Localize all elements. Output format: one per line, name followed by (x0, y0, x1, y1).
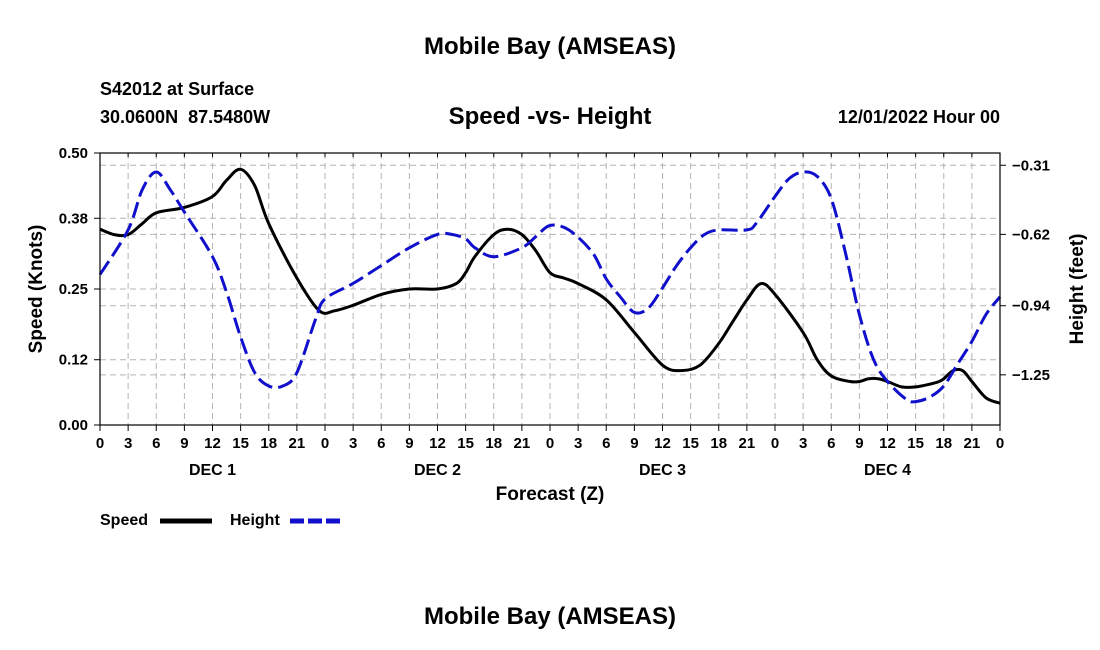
station-label: S42012 at Surface (100, 79, 254, 99)
x-axis-label: Forecast (Z) (496, 484, 605, 505)
x-tick-label: 0 (321, 435, 329, 452)
x-tick-label: 9 (180, 435, 188, 452)
y-tick-label: 0.38 (59, 210, 88, 227)
legend: Speed Height (100, 512, 342, 529)
x-tick-label: 0 (771, 435, 779, 452)
x-tick-label: 15 (457, 435, 474, 452)
x-tick-label: 6 (602, 435, 610, 452)
x-tick-label: 21 (739, 435, 756, 452)
x-tick-label: 3 (349, 435, 357, 452)
y-tick-label: 0.12 (59, 352, 88, 369)
x-tick-label: 12 (204, 435, 221, 452)
x-tick-label: 0 (96, 435, 104, 452)
coords-label: 30.0600N 87.5480W (100, 107, 270, 127)
x-tick-label: 21 (514, 435, 531, 452)
axes: 0 3 6 9 12 15 18 21 0 3 6 9 12 15 18 21 0 3 6 9 12 15 18 21 0 3 6 9… (59, 145, 1051, 479)
x-tick-label: 12 (654, 435, 671, 452)
x-day-label: DEC 3 (639, 462, 686, 479)
x-tick-label: 0 (996, 435, 1004, 452)
legend-speed-label: Speed (100, 512, 148, 529)
series-line-height (98, 170, 1002, 404)
date-label: 12/01/2022 Hour 00 (838, 107, 1000, 127)
legend-height-label: Height (230, 512, 280, 529)
series-line-speed (99, 167, 1001, 405)
x-tick-label: 3 (124, 435, 132, 452)
y-tick-label: 0.00 (59, 417, 88, 434)
x-tick-label: 12 (429, 435, 446, 452)
x-tick-label: 3 (574, 435, 582, 452)
x-tick-label: 18 (485, 435, 502, 452)
y2-tick-label: −0.94 (1012, 298, 1051, 315)
y-axis-label: Speed (Knots) (26, 225, 47, 354)
chart-title: Speed -vs- Height (449, 103, 652, 130)
x-tick-label: 3 (799, 435, 807, 452)
y2-tick-label: −1.25 (1012, 367, 1050, 384)
y2-tick-label: −0.31 (1012, 157, 1050, 174)
x-day-label: DEC 2 (414, 462, 461, 479)
y-tick-label: 0.50 (59, 145, 88, 162)
x-tick-label: 21 (964, 435, 981, 452)
x-tick-label: 21 (289, 435, 306, 452)
x-tick-label: 9 (405, 435, 413, 452)
x-tick-label: 18 (710, 435, 727, 452)
x-tick-label: 15 (232, 435, 249, 452)
grid (100, 153, 1000, 425)
footer-title: Mobile Bay (AMSEAS) (424, 603, 676, 630)
y-tick-label: 0.25 (59, 281, 88, 298)
page-title: Mobile Bay (AMSEAS) (424, 33, 676, 60)
x-tick-label: 9 (630, 435, 638, 452)
x-tick-label: 9 (855, 435, 863, 452)
x-tick-label: 6 (377, 435, 385, 452)
x-tick-label: 12 (879, 435, 896, 452)
x-tick-label: 15 (682, 435, 699, 452)
plot-series (98, 167, 1002, 405)
y2-axis-label: Height (feet) (1067, 234, 1088, 345)
x-tick-label: 6 (827, 435, 835, 452)
y2-tick-label: −0.62 (1012, 226, 1050, 243)
x-tick-label: 18 (260, 435, 277, 452)
x-tick-label: 18 (935, 435, 952, 452)
x-tick-label: 15 (907, 435, 924, 452)
x-tick-label: 6 (152, 435, 160, 452)
x-day-label: DEC 1 (189, 462, 236, 479)
x-tick-label: 0 (546, 435, 554, 452)
x-day-label: DEC 4 (864, 462, 911, 479)
